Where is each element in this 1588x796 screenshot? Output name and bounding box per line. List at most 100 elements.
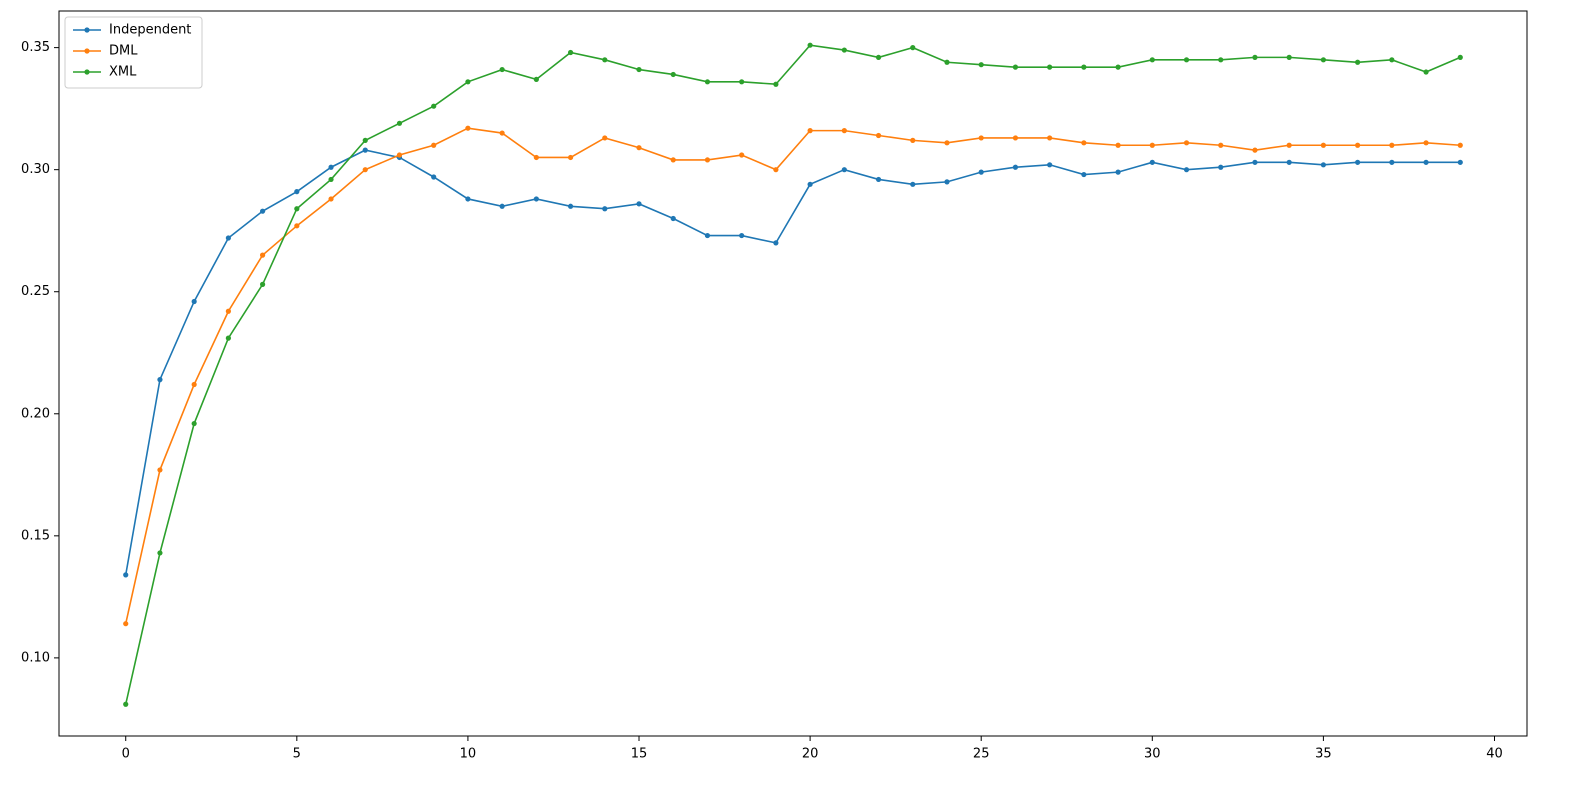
x-tick-label: 25	[973, 747, 990, 762]
point	[670, 71, 676, 78]
y-tick-label: 0.25	[21, 284, 50, 299]
point	[362, 167, 368, 173]
point	[567, 49, 574, 56]
y-tick-label: 0.35	[21, 40, 50, 55]
point	[1252, 159, 1258, 165]
point	[260, 281, 266, 288]
point	[1149, 159, 1155, 165]
point	[567, 203, 574, 209]
series-line	[124, 149, 1461, 576]
point	[841, 128, 847, 134]
point	[1081, 171, 1087, 178]
point	[602, 57, 608, 63]
point	[294, 206, 300, 212]
point	[739, 79, 745, 85]
y-tick-label: 0.20	[21, 406, 50, 421]
point	[362, 147, 368, 153]
legend-marker	[84, 69, 90, 75]
legend-label: DML	[109, 44, 138, 59]
legend-label: Independent	[109, 23, 191, 38]
point	[1218, 164, 1224, 170]
point	[157, 377, 163, 383]
point	[1149, 142, 1155, 148]
point	[431, 142, 437, 148]
x-tick-label: 30	[1144, 747, 1161, 762]
point	[123, 572, 129, 578]
point	[773, 240, 779, 246]
point	[1047, 135, 1053, 141]
point	[1218, 142, 1224, 148]
point	[1457, 142, 1463, 148]
x-tick-label: 5	[293, 747, 301, 762]
point	[841, 47, 847, 53]
y-tick-label: 0.30	[21, 162, 50, 177]
point	[875, 176, 882, 183]
point	[1012, 164, 1019, 170]
point	[431, 103, 437, 109]
point	[1081, 64, 1087, 70]
point	[910, 137, 916, 143]
point	[499, 130, 505, 136]
point	[1183, 140, 1190, 146]
point	[1286, 54, 1292, 60]
point	[670, 157, 676, 163]
point	[1423, 69, 1429, 75]
point	[123, 621, 129, 627]
point	[875, 132, 882, 139]
y-tick-label: 0.15	[21, 528, 50, 543]
point	[191, 381, 197, 388]
x-tick-label: 10	[460, 747, 477, 762]
point	[944, 179, 950, 185]
point	[910, 181, 916, 187]
point	[1149, 57, 1155, 63]
point	[636, 145, 642, 151]
legend-box	[64, 16, 203, 89]
point	[670, 215, 676, 222]
point	[465, 79, 471, 85]
point	[739, 152, 745, 158]
point	[1286, 159, 1292, 165]
point	[533, 154, 539, 161]
point	[636, 201, 642, 207]
x-tick-label: 40	[1486, 747, 1503, 762]
point	[328, 176, 334, 183]
legend-marker	[84, 48, 90, 54]
point	[1320, 162, 1326, 168]
point	[328, 164, 334, 170]
legend-label: XML	[109, 65, 137, 80]
point	[1355, 142, 1361, 148]
point	[396, 152, 403, 158]
point	[362, 137, 368, 143]
point	[1047, 162, 1053, 168]
point	[978, 135, 984, 141]
point	[978, 169, 984, 175]
point	[328, 196, 334, 202]
point	[1115, 142, 1121, 148]
point	[1389, 159, 1395, 165]
point	[294, 189, 300, 195]
point	[499, 203, 505, 209]
x-tick-label: 20	[802, 747, 819, 762]
point	[1286, 142, 1292, 148]
point	[123, 701, 129, 707]
point	[807, 128, 813, 134]
point	[773, 81, 779, 87]
point	[1252, 147, 1258, 153]
point	[841, 167, 847, 173]
point	[191, 420, 197, 427]
point	[465, 125, 471, 131]
point	[1081, 140, 1087, 146]
x-tick-label: 35	[1315, 747, 1332, 762]
point	[1252, 54, 1258, 60]
point	[1355, 159, 1361, 165]
point	[1389, 142, 1395, 148]
point	[1457, 159, 1463, 165]
point	[260, 208, 266, 214]
point	[567, 154, 574, 161]
point	[1183, 57, 1190, 63]
point	[396, 120, 403, 126]
legend-marker	[84, 27, 90, 33]
point	[1389, 57, 1395, 63]
point	[1115, 169, 1121, 175]
